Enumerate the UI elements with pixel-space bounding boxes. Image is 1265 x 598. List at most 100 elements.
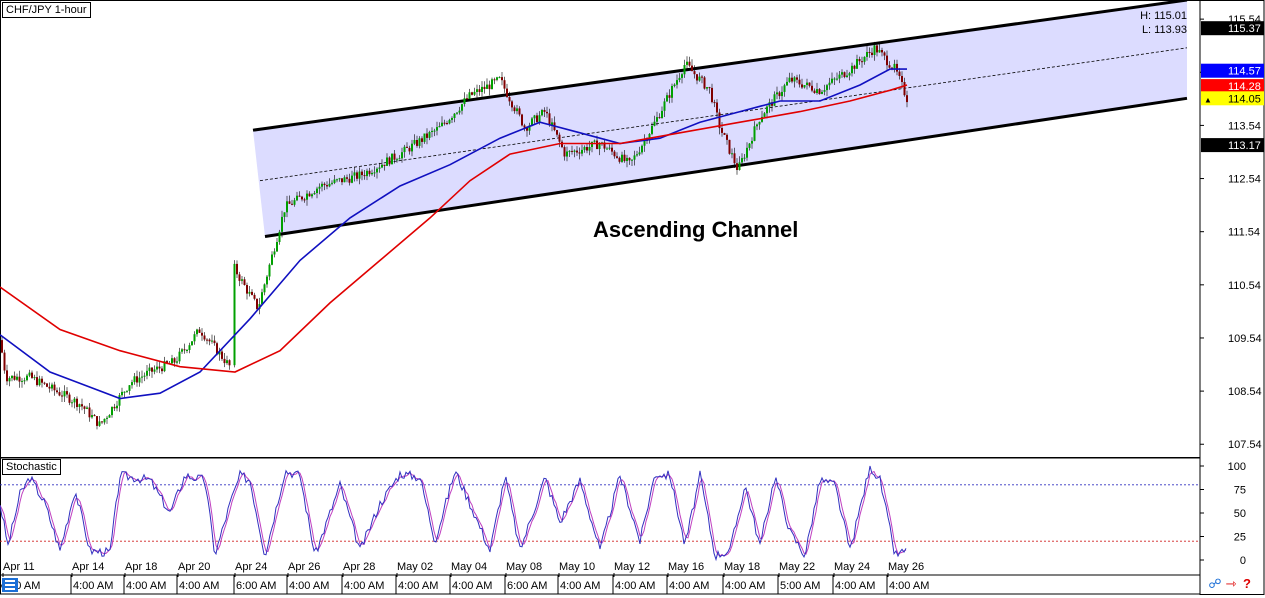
candle-body xyxy=(576,150,578,153)
arrow-icon[interactable]: ⇾ xyxy=(1225,576,1237,591)
candle-body xyxy=(478,89,481,92)
candle-body xyxy=(846,75,848,77)
candle-body xyxy=(823,90,826,92)
candle-body xyxy=(321,183,323,187)
time-time-label: 4:00 AM xyxy=(344,580,384,592)
menu-icon[interactable] xyxy=(2,578,18,592)
candle-body xyxy=(143,375,146,377)
candle-body xyxy=(166,361,168,363)
candle-body xyxy=(193,334,196,342)
candle-body xyxy=(391,153,393,165)
stochastic-pane-frame xyxy=(0,457,1201,576)
candle-body xyxy=(96,416,98,426)
candle-body xyxy=(686,61,688,65)
candle-body xyxy=(706,87,708,89)
candle-body xyxy=(808,82,811,86)
candle-body xyxy=(176,361,178,363)
candle-body xyxy=(551,122,553,125)
candle-body xyxy=(683,65,686,75)
price-badge xyxy=(1201,21,1264,36)
candle-body xyxy=(33,377,36,379)
candle-body xyxy=(571,150,573,152)
time-time-label: 6:00 AM xyxy=(507,580,547,592)
candle-body xyxy=(311,194,313,197)
candle-body xyxy=(331,182,333,184)
candle-body xyxy=(63,391,66,397)
candle-body xyxy=(716,102,718,113)
candle-body xyxy=(763,113,766,117)
candle-body xyxy=(458,110,461,113)
candle-body xyxy=(116,405,118,409)
candle-body xyxy=(301,196,303,200)
stochastic-tick-label: 50 xyxy=(1234,508,1246,520)
candle-body xyxy=(368,170,371,175)
price-tick-label: 112.54 xyxy=(1228,174,1261,186)
candle-body xyxy=(108,415,111,418)
candle-body xyxy=(3,352,6,371)
candle-body xyxy=(38,378,41,386)
candle-body xyxy=(803,85,806,88)
candle-body xyxy=(131,382,133,386)
candle-body xyxy=(621,154,623,162)
candle-body xyxy=(693,71,696,75)
candle-body xyxy=(336,179,338,181)
candle-body xyxy=(866,52,868,57)
time-time-label: 6:00 AM xyxy=(236,580,276,592)
candle-body xyxy=(358,171,361,179)
candle-body xyxy=(58,392,61,396)
candle-body xyxy=(893,63,896,69)
candle-body xyxy=(403,146,406,153)
candle-body xyxy=(746,147,748,158)
stochastic-k-line xyxy=(0,465,907,562)
time-date-label: Apr 20 xyxy=(178,561,210,573)
candle-body xyxy=(483,86,486,89)
candle-body xyxy=(401,152,403,159)
candle-body xyxy=(446,123,448,124)
candle-body xyxy=(671,86,673,98)
candle-body xyxy=(341,178,343,183)
candle-body xyxy=(371,172,373,175)
candle-body xyxy=(136,376,138,383)
candle-body xyxy=(11,375,13,379)
stochastic-tick-label: 100 xyxy=(1228,461,1246,473)
candle-body xyxy=(791,77,793,82)
candle-body xyxy=(903,82,906,96)
candle-body xyxy=(303,199,306,201)
time-date-label: May 26 xyxy=(888,561,924,573)
channel-lower-line xyxy=(264,96,1188,238)
candle-body xyxy=(531,118,533,126)
candle-body xyxy=(513,107,516,112)
candle-body xyxy=(633,155,636,160)
candle-body xyxy=(738,162,741,170)
candle-body xyxy=(353,172,356,176)
candle-body xyxy=(851,65,853,74)
candle-body xyxy=(121,391,123,396)
candle-body xyxy=(786,81,788,86)
candle-body xyxy=(538,115,541,123)
channel-annotation: Ascending Channel xyxy=(593,217,799,242)
candle-body xyxy=(16,376,18,380)
candle-body xyxy=(796,77,798,80)
candle-body xyxy=(441,122,443,127)
candle-body xyxy=(276,242,278,252)
candle-body xyxy=(623,154,626,162)
low-value: L: 113.93 xyxy=(1141,24,1187,36)
link-icon[interactable]: ☍ xyxy=(1208,576,1222,591)
candle-body xyxy=(328,183,331,187)
time-date-label: May 24 xyxy=(834,561,870,573)
candle-body xyxy=(668,95,671,98)
candle-body xyxy=(398,158,401,160)
candle-body xyxy=(516,108,518,112)
candle-body xyxy=(278,231,281,242)
help-icon[interactable]: ? xyxy=(1243,576,1251,591)
price-badge xyxy=(1201,79,1264,94)
time-date-label: May 16 xyxy=(668,561,704,573)
candle-body xyxy=(611,147,613,152)
candle-body xyxy=(211,340,213,342)
candle-body xyxy=(726,134,728,140)
candle-body xyxy=(423,133,426,142)
candle-body xyxy=(508,97,511,102)
candle-body xyxy=(13,375,16,380)
candle-body xyxy=(881,50,883,53)
candles-group xyxy=(1,41,908,430)
